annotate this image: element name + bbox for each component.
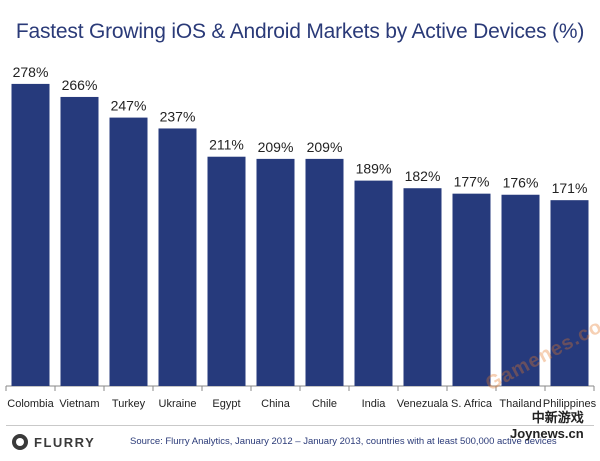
bar-philippines: [550, 200, 589, 386]
bar-china: [256, 158, 295, 386]
bar-ukraine: [158, 128, 197, 386]
category-label: S. Africa: [451, 398, 493, 410]
bar-value-label: 177%: [454, 174, 490, 190]
bar-value-label: 189%: [356, 161, 392, 177]
flurry-logo-icon: [12, 434, 28, 450]
category-label: Egypt: [212, 398, 240, 410]
category-label: Venezuala: [397, 398, 449, 410]
footer-divider: [6, 425, 594, 426]
bar-value-label: 211%: [209, 137, 244, 153]
bar-value-label: 266%: [62, 77, 98, 93]
bar-chile: [305, 158, 344, 386]
category-label: Ukraine: [159, 398, 197, 410]
bar-value-label: 171%: [552, 180, 588, 196]
category-label: Vietnam: [59, 398, 99, 410]
watermark-joynews: 中新游戏 Joynews.cn: [510, 410, 584, 442]
bar-value-label: 237%: [160, 108, 196, 124]
category-label: China: [261, 398, 291, 410]
category-label: Philippines: [543, 398, 597, 410]
bar-value-label: 247%: [111, 98, 147, 114]
category-label: Thailand: [499, 398, 541, 410]
bar-thailand: [501, 194, 540, 386]
watermark-cn-text: 中新游戏: [531, 410, 584, 425]
category-label: Colombia: [7, 398, 54, 410]
bar-vietnam: [60, 96, 99, 387]
flurry-logo: FLURRY: [12, 432, 95, 452]
bar-value-label: 176%: [503, 175, 539, 191]
bar-value-label: 182%: [405, 168, 441, 184]
bar-s-africa: [452, 193, 491, 386]
bar-colombia: [11, 83, 50, 386]
source-note: Source: Flurry Analytics, January 2012 –…: [130, 436, 557, 447]
logo-text: FLURRY: [34, 434, 96, 450]
watermark-cn-site: Joynews.cn: [510, 426, 584, 441]
chart-title: Fastest Growing iOS & Android Markets by…: [15, 20, 585, 43]
bar-venezuala: [403, 188, 442, 386]
bar-turkey: [109, 117, 148, 387]
bar-india: [354, 180, 393, 386]
bar-value-label: 278%: [13, 64, 49, 80]
bar-egypt: [207, 156, 246, 386]
category-label: India: [362, 398, 387, 410]
bar-value-label: 209%: [258, 139, 294, 155]
category-label: Turkey: [112, 398, 146, 410]
bar-value-label: 209%: [307, 139, 343, 155]
category-label: Chile: [312, 398, 337, 410]
